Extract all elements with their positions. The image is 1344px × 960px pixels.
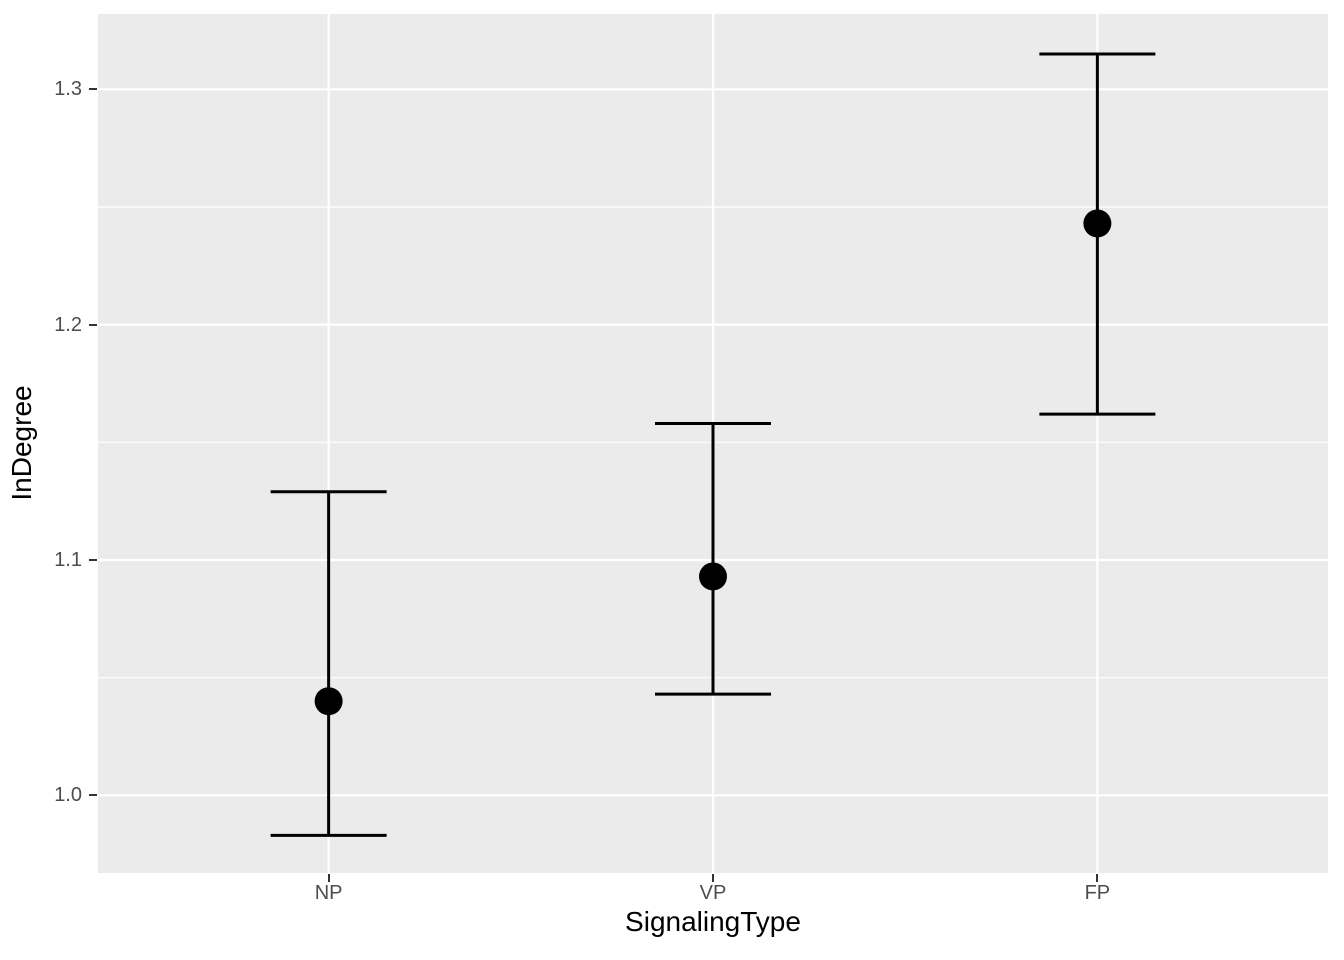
y-tick-mark <box>89 794 97 797</box>
point-estimate-FP <box>1083 209 1112 238</box>
y-tick-label-1.0: 1.0 <box>54 784 82 807</box>
y-tick-mark <box>89 323 97 326</box>
plot-canvas <box>98 14 1328 873</box>
x-tick-mark <box>327 874 330 882</box>
x-tick-mark <box>712 874 714 882</box>
x-axis-title: SignalingType <box>625 906 801 937</box>
y-tick-label-1.3: 1.3 <box>54 78 82 101</box>
y-tick-label-1.1: 1.1 <box>54 548 82 571</box>
point-estimate-NP <box>314 687 343 716</box>
y-tick-label-1.2: 1.2 <box>54 313 82 336</box>
y-tick-mark <box>89 558 97 561</box>
y-axis-title: InDegree <box>6 385 37 501</box>
x-tick-label-NP: NP <box>314 882 343 904</box>
point-estimate-VP <box>699 562 727 591</box>
x-tick-mark <box>1096 874 1099 882</box>
y-tick-mark <box>89 88 97 91</box>
plot-panel <box>98 14 1328 873</box>
x-tick-label-VP: VP <box>699 882 727 904</box>
x-tick-label-FP: FP <box>1084 882 1111 904</box>
